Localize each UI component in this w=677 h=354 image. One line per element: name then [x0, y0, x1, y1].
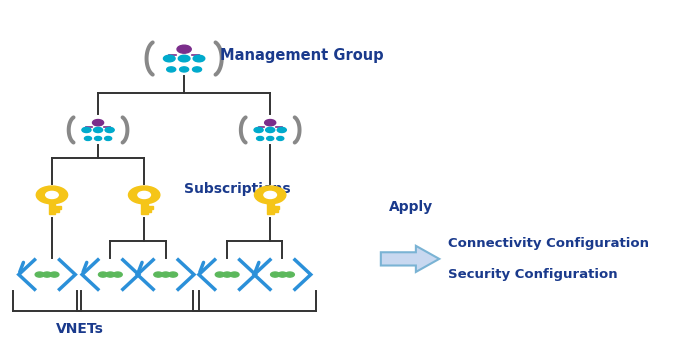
Circle shape: [257, 136, 263, 141]
Text: VNETs: VNETs: [56, 321, 104, 336]
FancyBboxPatch shape: [267, 202, 274, 214]
Text: Management Group: Management Group: [220, 48, 383, 63]
Circle shape: [179, 67, 189, 72]
Circle shape: [138, 192, 150, 199]
Circle shape: [265, 127, 275, 132]
Circle shape: [163, 55, 175, 62]
Circle shape: [98, 272, 108, 277]
Circle shape: [230, 272, 239, 277]
FancyBboxPatch shape: [148, 206, 153, 209]
Circle shape: [161, 272, 170, 277]
Circle shape: [278, 127, 286, 132]
Circle shape: [193, 55, 204, 62]
FancyBboxPatch shape: [274, 209, 278, 212]
Circle shape: [255, 186, 286, 204]
Circle shape: [169, 272, 177, 277]
Text: Apply: Apply: [389, 200, 433, 213]
Circle shape: [37, 186, 68, 204]
Circle shape: [178, 55, 190, 62]
Circle shape: [277, 136, 284, 141]
Circle shape: [154, 272, 163, 277]
Circle shape: [167, 67, 176, 72]
Circle shape: [264, 192, 276, 199]
FancyBboxPatch shape: [56, 206, 60, 209]
FancyBboxPatch shape: [274, 206, 279, 209]
Text: Security Configuration: Security Configuration: [448, 268, 618, 281]
Text: Subscriptions: Subscriptions: [184, 182, 290, 196]
Circle shape: [215, 272, 224, 277]
Polygon shape: [381, 246, 439, 272]
Circle shape: [223, 272, 232, 277]
Text: Connectivity Configuration: Connectivity Configuration: [448, 237, 649, 250]
Circle shape: [45, 192, 58, 199]
Circle shape: [95, 136, 102, 141]
Circle shape: [271, 272, 280, 277]
Circle shape: [254, 127, 263, 132]
Circle shape: [50, 272, 59, 277]
Circle shape: [192, 67, 202, 72]
FancyBboxPatch shape: [141, 202, 148, 214]
FancyBboxPatch shape: [56, 209, 60, 212]
Circle shape: [43, 272, 51, 277]
Circle shape: [278, 272, 287, 277]
Circle shape: [82, 127, 91, 132]
Circle shape: [35, 272, 44, 277]
Circle shape: [265, 120, 276, 126]
Circle shape: [93, 120, 104, 126]
Circle shape: [129, 186, 160, 204]
Circle shape: [105, 127, 114, 132]
FancyBboxPatch shape: [148, 209, 152, 212]
Circle shape: [285, 272, 294, 277]
FancyBboxPatch shape: [49, 202, 56, 214]
Circle shape: [105, 136, 112, 141]
Circle shape: [267, 136, 274, 141]
Circle shape: [177, 45, 191, 53]
Circle shape: [106, 272, 115, 277]
Circle shape: [113, 272, 123, 277]
Circle shape: [93, 127, 103, 132]
Circle shape: [85, 136, 91, 141]
